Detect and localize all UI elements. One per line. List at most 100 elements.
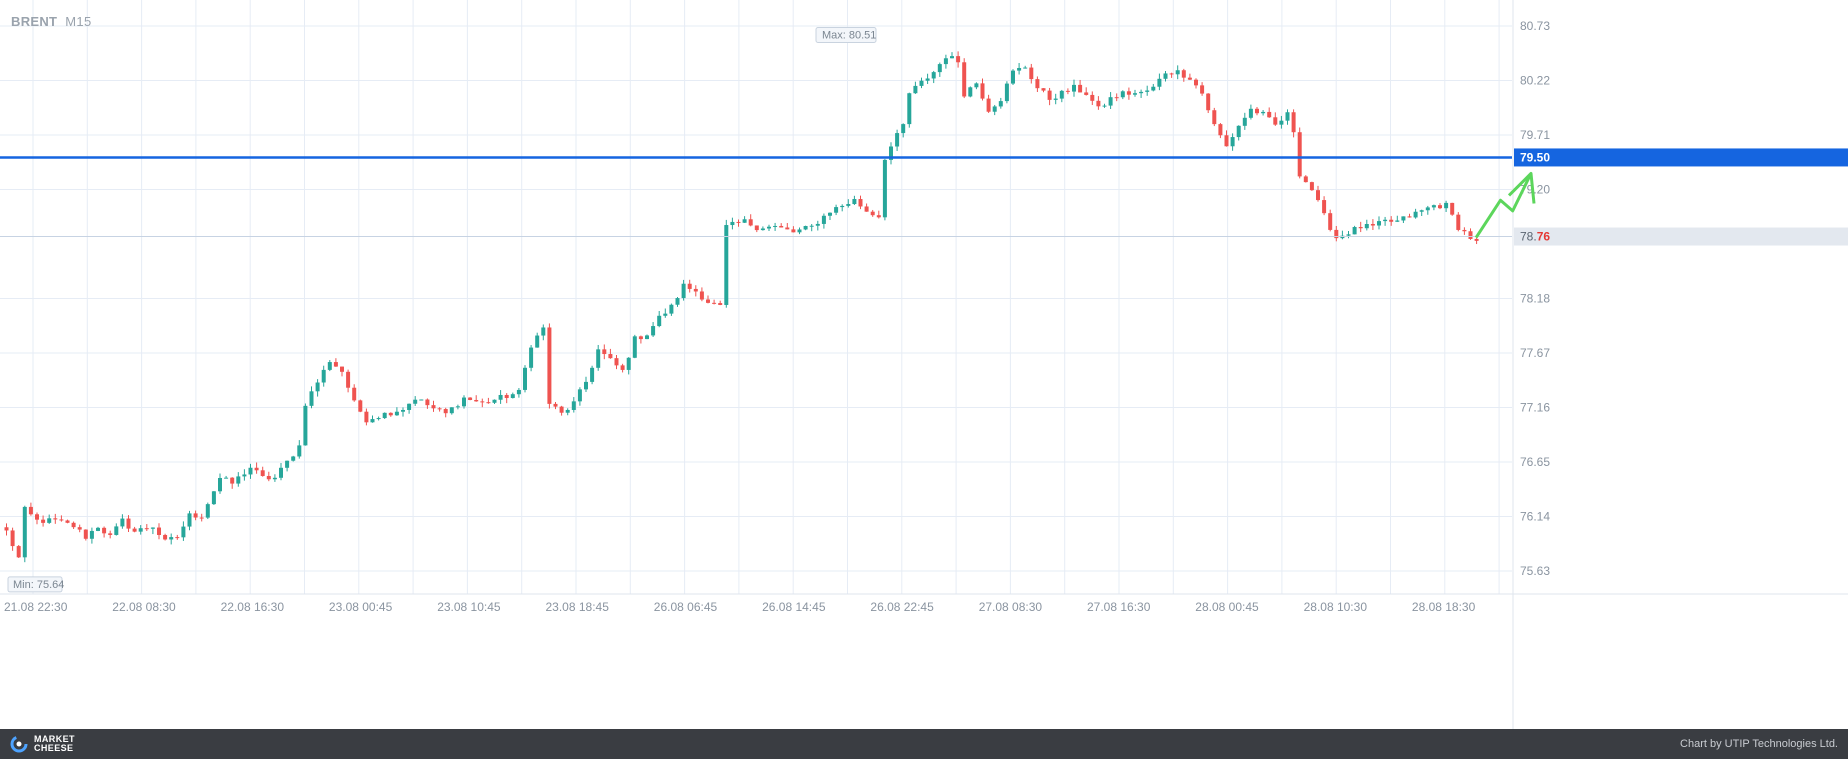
candle [1242, 112, 1247, 130]
candle-body [876, 215, 881, 218]
candle [931, 70, 936, 84]
candle-body [1133, 93, 1137, 95]
candle [364, 408, 369, 426]
candle [571, 397, 576, 413]
candle [1004, 81, 1009, 104]
candle-body [1474, 238, 1479, 241]
candle [431, 400, 436, 412]
candle [455, 404, 460, 410]
candle [870, 209, 875, 217]
candle [1126, 87, 1131, 100]
candle [547, 323, 552, 409]
candle [1114, 93, 1119, 102]
candle-body [1273, 117, 1278, 125]
candle [388, 412, 393, 417]
candle-body [486, 402, 491, 404]
candle [1456, 212, 1461, 232]
candle [1023, 65, 1028, 69]
candle [1218, 122, 1223, 139]
price-chart[interactable]: 75.63 76.14 76.65 77.16 77.67 78.18 79.20 79.71… [0, 0, 1848, 729]
candle [492, 399, 497, 404]
candle [779, 223, 784, 228]
candle-body [968, 87, 973, 97]
candle-body [96, 527, 100, 531]
candle-body [1352, 227, 1357, 235]
candle [840, 204, 845, 212]
candle-body [1242, 117, 1247, 126]
candle [28, 502, 33, 516]
candle-body [1462, 229, 1467, 232]
candle-body [157, 527, 161, 535]
candle-body [1285, 112, 1290, 121]
candle [309, 386, 314, 409]
candle [864, 203, 869, 212]
candle-body [754, 225, 759, 231]
candle-body [1047, 90, 1052, 100]
candle-body [1230, 137, 1235, 147]
candle [474, 395, 479, 402]
candle [1303, 175, 1308, 183]
candle-body [108, 533, 113, 535]
chart-area[interactable]: 75.63 76.14 76.65 77.16 77.67 78.18 79.20 79.71… [0, 0, 1848, 729]
candle-body [1004, 83, 1009, 102]
candle-body [931, 72, 936, 79]
candle-body [523, 367, 527, 390]
candle-body [687, 283, 692, 289]
candle [687, 279, 692, 293]
candle-body [413, 399, 418, 404]
forecast-arrowhead [1507, 171, 1536, 204]
candle-body [596, 349, 601, 368]
candle [303, 403, 308, 446]
candle [1248, 104, 1253, 120]
x-tick-label: 26.08 06:45 [654, 600, 718, 614]
candle [1462, 227, 1467, 235]
candle-body [77, 527, 82, 530]
candle-body [815, 223, 820, 226]
candle [1407, 213, 1412, 218]
candle-body [1389, 219, 1394, 222]
candle [1065, 88, 1070, 95]
candle-body [1218, 124, 1223, 136]
level-price-label: 79.50 [1520, 150, 1550, 164]
candle [291, 455, 296, 462]
candle [516, 388, 521, 398]
candle-body [1065, 90, 1070, 92]
candle-body [1328, 213, 1333, 230]
candle-body [138, 528, 143, 532]
candle [608, 348, 613, 359]
candle-body [1114, 97, 1119, 99]
candle [815, 220, 820, 231]
candle [71, 521, 76, 530]
candle [352, 384, 357, 402]
candle-body [1084, 92, 1089, 95]
candle [315, 379, 320, 397]
candle [1078, 79, 1083, 93]
candle-body [346, 371, 351, 388]
candle [980, 78, 985, 101]
candle [1285, 109, 1290, 125]
candle [169, 533, 174, 545]
candle [596, 344, 601, 371]
x-tick-label: 28.08 10:30 [1304, 600, 1368, 614]
candle [699, 287, 704, 302]
candle-body [1163, 73, 1168, 79]
candle [828, 212, 832, 220]
candle-body [1139, 91, 1144, 94]
candle [529, 345, 534, 372]
candle-body [419, 399, 424, 401]
market-cheese-logo: MARKET CHEESE [10, 735, 75, 753]
candle [59, 515, 64, 522]
candle-body [889, 146, 893, 160]
candle [1383, 216, 1388, 226]
candle [193, 510, 198, 521]
candle-body [102, 527, 107, 534]
candle-body [211, 491, 216, 505]
candle-body [224, 477, 229, 479]
candle-body [132, 528, 137, 532]
candle [4, 523, 9, 536]
candle-body [53, 518, 58, 520]
candle-body [1041, 88, 1046, 91]
candle-body [248, 467, 253, 475]
candle [919, 77, 924, 89]
candle [669, 303, 674, 316]
